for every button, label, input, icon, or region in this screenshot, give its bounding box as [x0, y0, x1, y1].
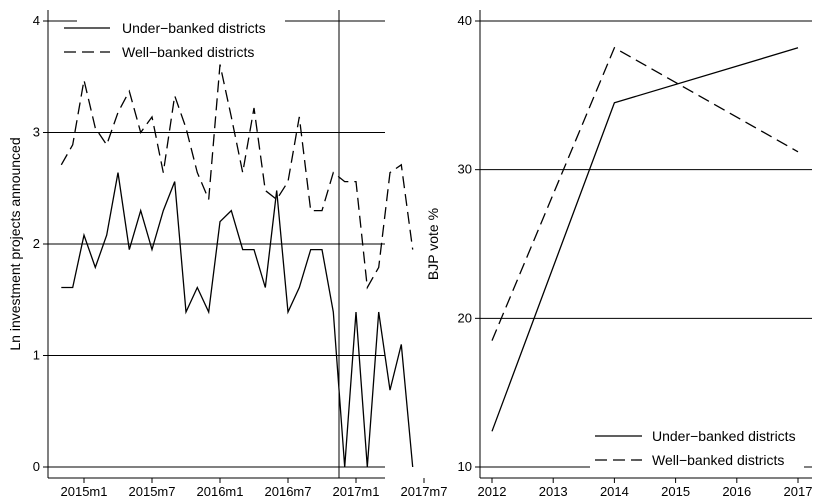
x-tick-label: 2015m1: [61, 484, 108, 498]
y-tick-label: 40: [458, 13, 472, 28]
series-line-under-banked: [61, 172, 414, 468]
x-tick-label: 2014: [600, 484, 629, 498]
x-tick-label: 2012: [478, 484, 507, 498]
legend-background: [590, 424, 804, 472]
x-tick-label: 2016: [722, 484, 751, 498]
y-tick-label: 1: [33, 348, 40, 363]
legend-label: Well−banked districts: [652, 452, 784, 468]
y-tick-label: 30: [458, 162, 472, 177]
y-axis-title: Ln investment projects announced: [7, 137, 23, 350]
legend-label: Well−banked districts: [122, 44, 254, 60]
x-tick-label: 2015: [661, 484, 690, 498]
x-tick-label: 2013: [539, 484, 568, 498]
legend: Under−banked districts Well−banked distri…: [590, 424, 804, 472]
series-line-well-banked: [491, 46, 799, 341]
x-tick-label: 2017m1: [333, 484, 380, 498]
x-tick-label: 2016m7: [265, 484, 312, 498]
x-tick-label: 2017m7: [401, 484, 448, 498]
y-tick-label: 20: [458, 310, 472, 325]
y-tick-label: 10: [458, 459, 472, 474]
legend-background: [77, 19, 285, 37]
legend-label: Under−banked districts: [652, 428, 796, 444]
legend-background: [77, 43, 285, 61]
y-tick-label: 0: [33, 459, 40, 474]
series-line-well-banked: [60, 64, 414, 290]
legend: Under−banked districts Well−banked distri…: [64, 19, 285, 61]
y-tick-label: 4: [33, 13, 40, 28]
legend-label: Under−banked districts: [122, 20, 266, 36]
y-tick-label: 3: [33, 125, 40, 140]
x-tick-label: 2015m7: [129, 484, 176, 498]
left-panel: 0 1 2 3 4 2015m1 2015m7 2016m1 2016m7 2017m1 2017m…: [7, 10, 448, 499]
x-tick-label: 2017: [784, 484, 813, 498]
y-tick-label: 2: [33, 236, 40, 251]
right-panel: 10 20 30 40 2012 2013 2014 2015 2016 2017 BJP vote…: [425, 10, 813, 499]
x-tick-label: 2016m1: [197, 484, 244, 498]
y-axis-title: BJP vote %: [425, 208, 441, 280]
series-line-under-banked: [491, 47, 799, 432]
